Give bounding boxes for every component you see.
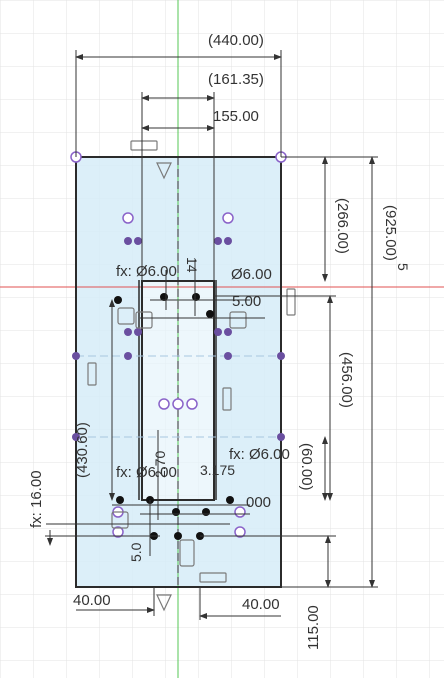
dim-overall-width[interactable]: (440.00) xyxy=(208,32,264,49)
dim-bottom-small[interactable]: 3.175 xyxy=(200,462,235,478)
dim-fx-hole-bottom-left[interactable]: fx: Ø6.00 xyxy=(116,464,177,481)
profile-region-right[interactable] xyxy=(214,157,281,587)
dim-bottom-left-vertical[interactable]: 5.0 xyxy=(128,542,144,562)
dim-top-vertical[interactable]: 14 xyxy=(184,257,200,273)
dim-slot-outer-width[interactable]: (161.35) xyxy=(208,71,264,88)
dim-overall-height[interactable]: (925.00) xyxy=(382,205,399,261)
dim-height-tail: 5 xyxy=(395,263,411,271)
dim-top-offset[interactable]: (266.00) xyxy=(334,198,351,254)
dim-fx-left[interactable]: fx: 16.00 xyxy=(28,470,45,528)
dim-top-right-value[interactable]: 5.00 xyxy=(232,293,261,310)
dim-bottom-right-offset[interactable]: 40.00 xyxy=(242,596,280,613)
dim-bottom-block-height[interactable]: (60.00) xyxy=(298,443,315,491)
dim-bottom-left-offset[interactable]: 40.00 xyxy=(73,592,111,609)
dim-slot-inner-width[interactable]: 155.00 xyxy=(213,108,259,125)
dim-fx-hole-top[interactable]: fx: Ø6.00 xyxy=(116,263,177,280)
dim-slot-height[interactable]: (456.00) xyxy=(338,352,355,408)
dim-left-height[interactable]: (430.60) xyxy=(74,422,91,478)
dim-top-hole[interactable]: Ø6.00 xyxy=(231,266,272,283)
dim-center-vertical[interactable]: 2.70 xyxy=(152,451,168,478)
fixed-points[interactable] xyxy=(72,237,285,441)
dim-bottom-height[interactable]: 115.00 xyxy=(305,605,322,650)
constraint-glyphs[interactable] xyxy=(87,140,296,612)
dim-bottom-right-value[interactable]: 000 xyxy=(246,494,271,511)
dim-fx-hole-bottom-right[interactable]: fx: Ø6.00 xyxy=(229,446,290,463)
dimension-lines xyxy=(45,50,378,620)
